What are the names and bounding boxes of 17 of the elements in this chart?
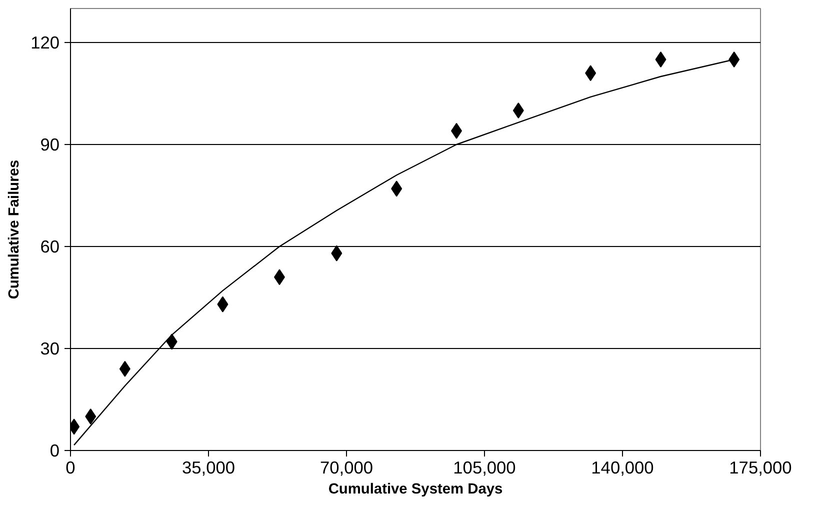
x-axis-title: Cumulative System Days (328, 482, 503, 498)
point (512, 102, 524, 118)
x-tick-label: 70,000 (320, 458, 373, 478)
point (655, 52, 666, 68)
y-tick-label: 30 (40, 338, 60, 358)
x-tick-label: 0 (66, 458, 76, 478)
y-tick-label: 60 (40, 236, 60, 256)
x-tick-label: 35,000 (182, 458, 235, 478)
x-tick-label: 175,000 (729, 458, 792, 478)
point (85, 408, 96, 424)
point (728, 52, 740, 68)
y-tick-label: 120 (30, 32, 60, 52)
y-tick-label: 90 (40, 134, 60, 154)
y-axis-title: Cumulative Failures (6, 160, 23, 300)
y-tick-label: 0 (50, 440, 60, 460)
x-tick-label: 105,000 (453, 458, 516, 478)
x-tick-label: 140,000 (591, 458, 654, 478)
